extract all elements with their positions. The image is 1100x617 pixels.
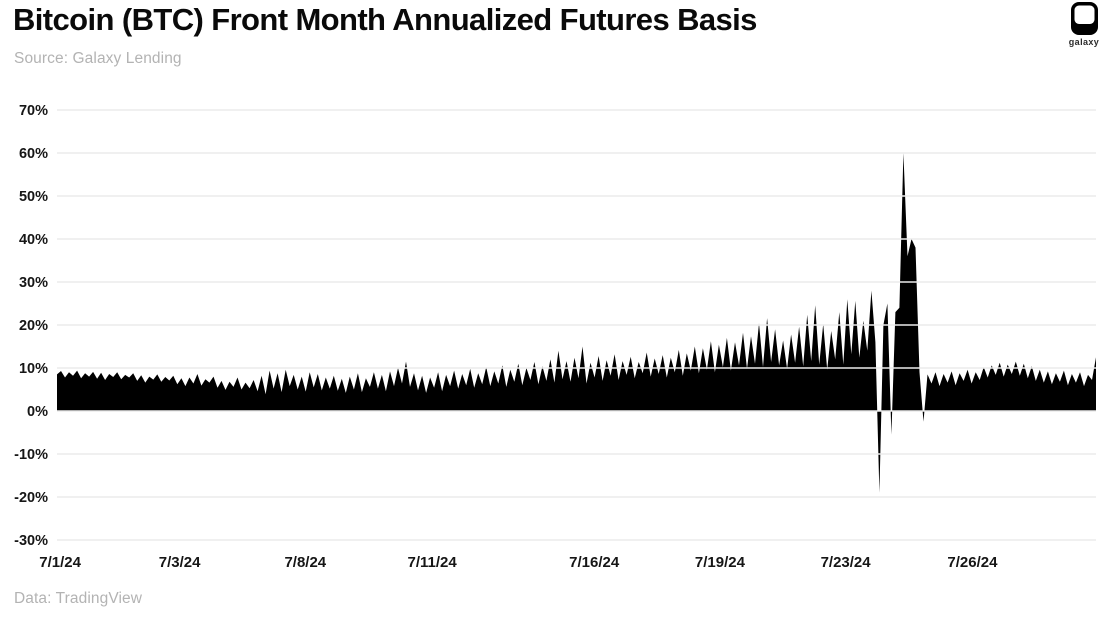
y-tick-label: 0% xyxy=(27,404,48,420)
x-tick-label: 7/1/24 xyxy=(39,554,81,571)
y-tick-label: 60% xyxy=(19,146,48,162)
x-tick-label: 7/16/24 xyxy=(569,554,620,571)
y-tick-label: 10% xyxy=(19,361,48,377)
source-caption: Source: Galaxy Lending xyxy=(14,50,182,67)
galaxy-logo-text: galaxy xyxy=(1068,37,1100,47)
y-tick-label: 20% xyxy=(19,318,48,334)
y-tick-label: 70% xyxy=(19,103,48,119)
galaxy-logo-icon xyxy=(1070,2,1098,35)
page-title: Bitcoin (BTC) Front Month Annualized Fut… xyxy=(13,2,757,37)
data-source-caption: Data: TradingView xyxy=(14,590,143,607)
basis-area-series xyxy=(57,153,1096,493)
x-tick-label: 7/26/24 xyxy=(947,554,998,571)
galaxy-logo: galaxy xyxy=(1068,2,1100,47)
y-tick-label: -20% xyxy=(14,490,48,506)
y-tick-label: 50% xyxy=(19,189,48,205)
x-tick-label: 7/23/24 xyxy=(821,554,872,571)
x-tick-label: 7/11/24 xyxy=(407,554,457,571)
x-tick-label: 7/3/24 xyxy=(159,554,201,571)
y-tick-label: 40% xyxy=(19,232,48,248)
y-tick-label: -10% xyxy=(14,447,48,463)
y-tick-label: -30% xyxy=(14,533,48,549)
y-tick-label: 30% xyxy=(19,275,48,291)
x-tick-label: 7/19/24 xyxy=(695,554,746,571)
x-tick-label: 7/8/24 xyxy=(284,554,326,571)
